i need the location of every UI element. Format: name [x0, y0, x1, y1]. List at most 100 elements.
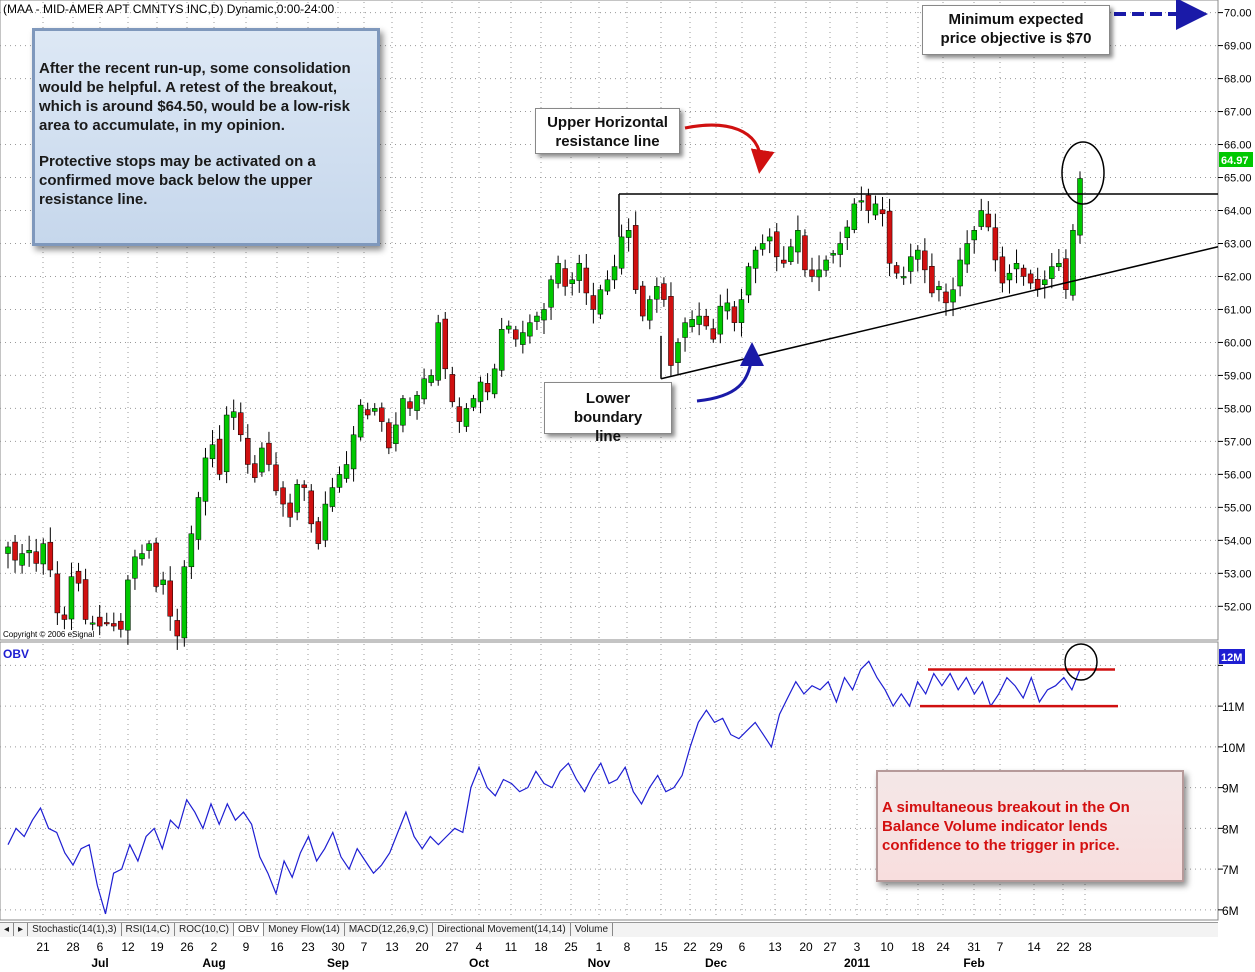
indicator-tab[interactable]: MACD(12,26,9,C): [345, 923, 434, 936]
candle-body: [315, 521, 322, 544]
candle-body: [858, 200, 865, 203]
candle-body: [752, 249, 759, 269]
x-day-label: 19: [150, 940, 164, 954]
candle-body: [809, 269, 815, 277]
indicator-tab[interactable]: Volume: [571, 923, 614, 936]
x-day-label: 15: [654, 940, 668, 954]
candle-body: [696, 315, 702, 325]
candle-body: [604, 279, 611, 292]
candle-body: [414, 394, 420, 411]
candle-body: [872, 203, 879, 216]
tab-scroll-left[interactable]: ◂: [0, 923, 15, 936]
candle-body: [541, 309, 547, 321]
lower-boundary-label: Lower boundary line: [544, 382, 672, 445]
candle-body: [12, 541, 18, 561]
candle-body: [618, 236, 625, 269]
x-day-label: 23: [301, 940, 315, 954]
x-day-label: 8: [624, 940, 631, 954]
candle-body: [802, 235, 808, 271]
x-month-label: Oct: [469, 956, 489, 970]
x-day-label: 18: [911, 940, 925, 954]
date-axis: 21 28 6 12 19 26 2 9 16 23 30 7 13 20 27 4 11 18 25 1 8 15 22 2…: [36, 940, 1092, 970]
candle-body: [964, 243, 970, 265]
candle-body: [139, 553, 145, 560]
candle-body: [252, 463, 258, 478]
indicator-tab[interactable]: Directional Movement(14,14): [433, 923, 571, 936]
indicator-tab[interactable]: OBV: [234, 923, 265, 936]
candle-body: [879, 209, 886, 215]
x-day-label: 9: [243, 940, 250, 954]
candle-body: [781, 259, 787, 264]
candle-body: [132, 556, 138, 579]
candle-body: [893, 265, 900, 274]
candle-body: [1077, 178, 1083, 236]
x-month-label: Jul: [91, 956, 108, 970]
obv-series: [7, 660, 1118, 915]
price-tick-label: 55.00: [1224, 502, 1252, 514]
candle-body: [379, 407, 385, 422]
indicator-tab[interactable]: ROC(10,C): [175, 923, 235, 936]
candle-body: [907, 256, 914, 272]
candle-body: [75, 570, 82, 584]
price-tick-label: 68.00: [1224, 74, 1252, 86]
x-day-label: 13: [385, 940, 399, 954]
indicator-tab[interactable]: Stochastic(14(1),3): [28, 923, 122, 936]
candle-body: [513, 329, 519, 340]
candle-body: [1063, 258, 1069, 290]
upper-resistance-label: Upper Horizontal resistance line: [535, 108, 680, 154]
candle-body: [153, 542, 159, 587]
indicator-tab[interactable]: Money Flow(14): [264, 923, 345, 936]
candle-body: [1013, 263, 1020, 270]
candle-body: [717, 305, 724, 335]
x-day-label: 22: [683, 940, 697, 954]
candle-body: [202, 457, 209, 502]
x-month-label: Nov: [588, 956, 611, 970]
candle-body: [47, 541, 54, 571]
obv-breakout-note-text: A simultaneous breakout in the On Balanc…: [882, 799, 1130, 854]
candle-body: [470, 398, 477, 408]
x-day-label: 30: [331, 940, 345, 954]
x-day-label: 22: [1056, 940, 1070, 954]
candle-body: [766, 236, 773, 242]
consolidation-note-para-2: Protective stops may be activated on a c…: [39, 153, 316, 208]
candle-body: [936, 286, 942, 291]
candle-body: [68, 576, 75, 620]
candle-body: [1034, 278, 1041, 290]
candle-body: [209, 444, 216, 460]
candle-body: [230, 411, 237, 418]
price-objective-label-text: Minimum expected price objective is $70: [940, 11, 1092, 47]
upper-label-arrow: [684, 123, 775, 174]
consolidation-note-para-1: After the recent run-up, some consolidat…: [39, 60, 351, 134]
candle-body: [1049, 266, 1055, 279]
candle-body: [590, 295, 597, 310]
candle-body: [625, 230, 632, 238]
candle-body: [682, 322, 688, 338]
price-tick-label: 59.00: [1224, 370, 1252, 382]
candle-body: [308, 490, 315, 525]
price-tick-label: 57.00: [1224, 436, 1252, 448]
candle-body: [745, 266, 752, 296]
x-day-label: 20: [799, 940, 813, 954]
last-price-tag: 64.97: [1221, 155, 1249, 167]
x-day-label: 26: [180, 940, 194, 954]
tab-scroll-right[interactable]: ▸: [14, 923, 29, 936]
price-candles: [5, 171, 1083, 650]
candle-body: [639, 285, 646, 317]
x-month-label: Feb: [963, 956, 984, 970]
price-tick-label: 70.00: [1224, 8, 1252, 20]
candle-body: [837, 243, 843, 255]
candle-body: [118, 620, 124, 630]
candle-body: [844, 226, 851, 239]
candle-body: [329, 487, 336, 507]
candle-body: [971, 230, 977, 241]
candle-body: [160, 579, 166, 585]
indicator-tab[interactable]: RSI(14,C): [122, 923, 175, 936]
candle-body: [915, 249, 921, 260]
x-day-label: 6: [97, 940, 104, 954]
candle-body: [245, 438, 251, 465]
candle-body: [865, 194, 872, 211]
candle-body: [336, 474, 343, 488]
candle-body: [393, 424, 399, 444]
candle-body: [929, 265, 935, 294]
candle-body: [576, 263, 583, 281]
